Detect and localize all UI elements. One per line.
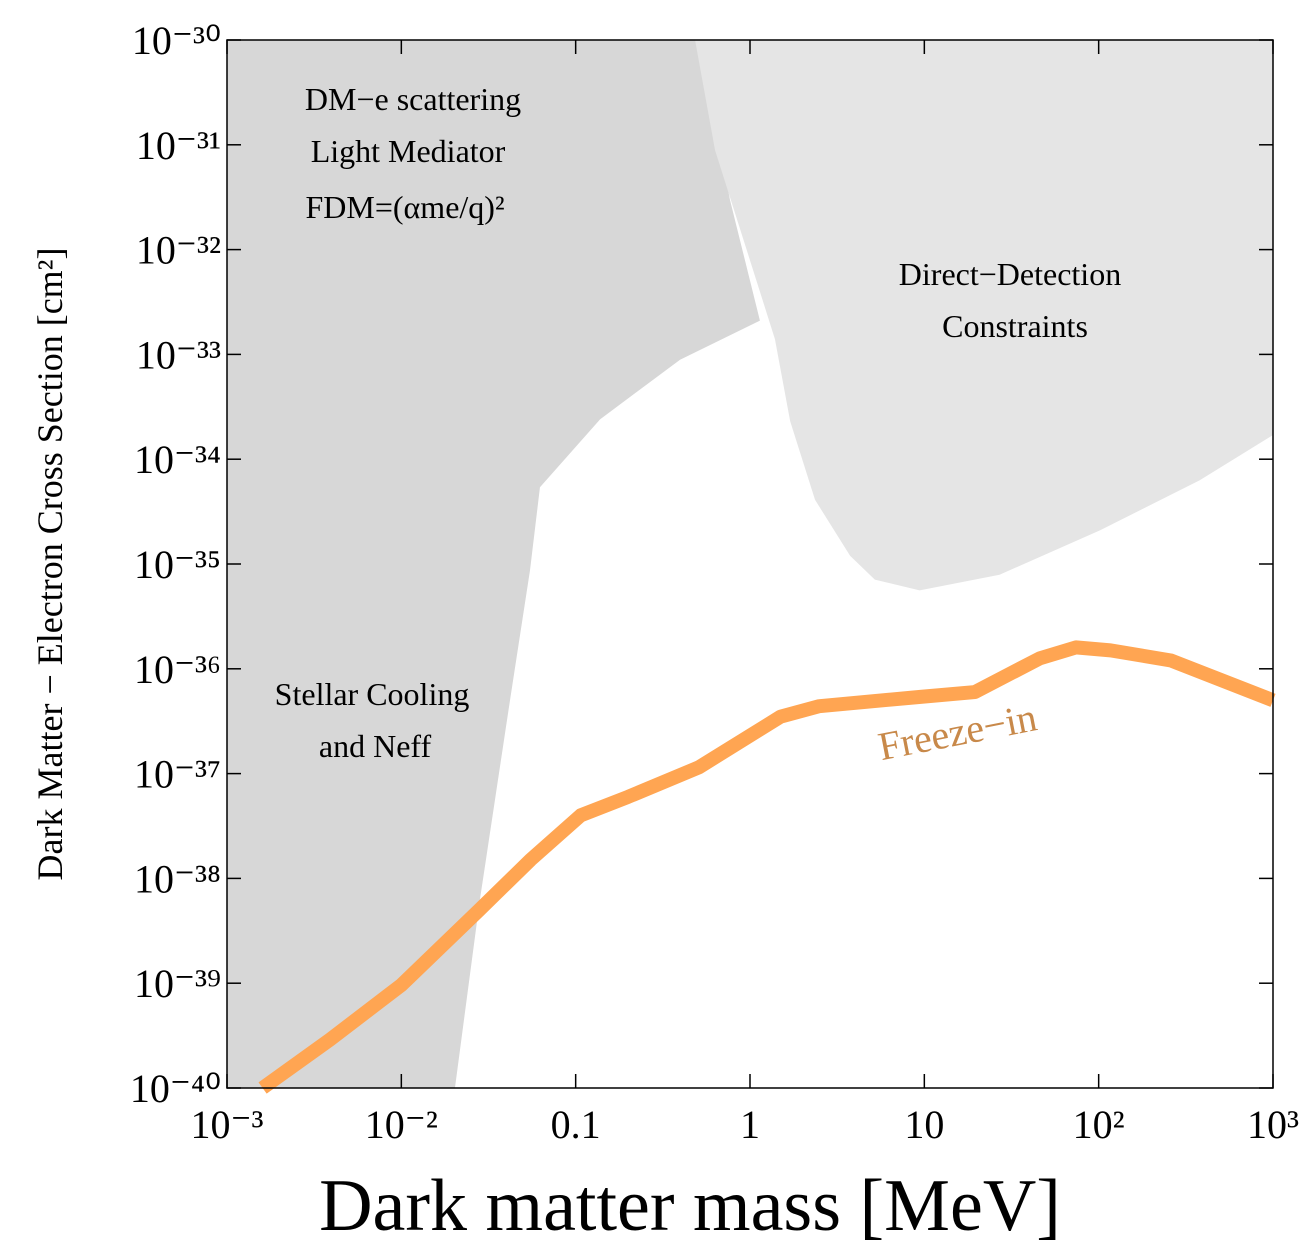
ticks: 10⁻⁴⁰ 10⁻³⁹ 10⁻³⁸ 10⁻³⁷ 10⁻³⁶ 10⁻³⁵ 10⁻³⁴ 10⁻³³… xyxy=(130,18,1299,1147)
y-tick-label: 10⁻³⁶ xyxy=(134,647,221,692)
x-tick-label: 10⁻² xyxy=(365,1102,438,1147)
y-tick-label: 10⁻³⁵ xyxy=(134,542,221,587)
y-tick-label: 10⁻³⁴ xyxy=(134,437,221,482)
y-axis-label: Dark Matter − Electron Cross Section [cm… xyxy=(30,248,70,881)
annotation: Stellar Cooling xyxy=(275,676,470,712)
x-tick-label: 10² xyxy=(1073,1102,1125,1147)
annotation: DM−e scattering xyxy=(305,81,521,117)
x-axis-label: Dark matter mass [MeV] xyxy=(319,1165,1061,1247)
lines xyxy=(258,640,1276,1094)
regions xyxy=(227,40,1273,1088)
region xyxy=(695,40,1273,591)
y-tick-label: 10⁻⁴⁰ xyxy=(130,1066,221,1111)
annotation: Light Mediator xyxy=(311,133,506,169)
annotation: Direct−Detection xyxy=(899,256,1121,292)
annotation: and Neff xyxy=(319,728,432,764)
annotation: Constraints xyxy=(942,308,1088,344)
y-tick-label: 10⁻³⁸ xyxy=(134,856,221,901)
x-tick-label: 10⁻³ xyxy=(190,1102,263,1147)
x-tick-label: 0.1 xyxy=(551,1102,601,1147)
series-line xyxy=(258,640,1276,1094)
y-tick-label: 10⁻³⁷ xyxy=(134,752,221,797)
x-tick-label: 10³ xyxy=(1247,1102,1299,1147)
y-tick-label: 10⁻³⁰ xyxy=(132,18,221,63)
x-tick-label: 1 xyxy=(740,1102,760,1147)
y-tick-label: 10⁻³² xyxy=(136,228,221,273)
region xyxy=(227,40,760,1088)
y-tick-label: 10⁻³⁹ xyxy=(134,961,221,1006)
annotation: FDM=(αme/q)² xyxy=(305,189,504,225)
x-tick-label: 10 xyxy=(904,1102,944,1147)
y-tick-label: 10⁻³¹ xyxy=(136,123,221,168)
y-tick-label: 10⁻³³ xyxy=(136,332,221,377)
